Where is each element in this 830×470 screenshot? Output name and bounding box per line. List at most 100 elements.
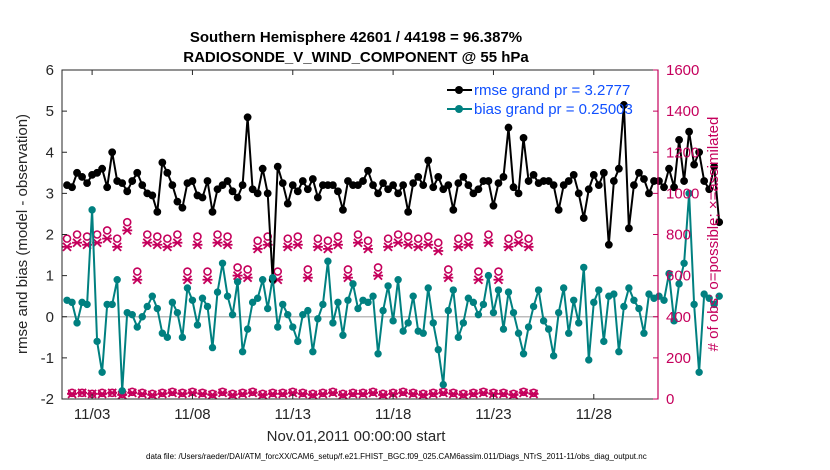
possible-point — [469, 388, 478, 398]
rmse-point — [434, 173, 443, 181]
bias-point — [198, 294, 207, 302]
bias-point — [113, 276, 121, 284]
assimilated-point — [182, 275, 193, 285]
assimilated-point — [87, 389, 98, 399]
assimilated-point — [413, 242, 424, 252]
possible-point — [142, 230, 152, 239]
bias-point — [419, 329, 427, 337]
possible-point — [223, 232, 232, 241]
rmse-point — [559, 181, 568, 190]
x-tick-label: 11/28 — [576, 406, 612, 423]
possible-point — [474, 267, 483, 276]
bias-point — [404, 319, 412, 327]
possible-point — [308, 389, 318, 399]
possible-point — [137, 388, 147, 398]
rmse-point — [519, 133, 528, 142]
possible-point — [183, 267, 192, 276]
rmse-point — [98, 164, 107, 173]
bias-point — [615, 348, 623, 356]
bias-point — [73, 319, 81, 327]
assimilated-point — [528, 389, 539, 399]
possible-point — [258, 389, 267, 399]
rmse-point — [158, 158, 167, 167]
possible-point — [504, 234, 513, 243]
rmse-point — [589, 170, 598, 179]
assimilated-point — [523, 242, 534, 252]
y-tick-label-left: 2 — [46, 227, 54, 244]
rmse-point — [389, 181, 398, 190]
bias-point — [590, 298, 598, 307]
bias-point — [248, 298, 257, 307]
possible-point — [283, 234, 293, 243]
assimilated-point — [157, 389, 168, 399]
assimilated-point — [247, 388, 258, 398]
assimilated-point — [378, 390, 389, 400]
assimilated-point — [317, 389, 328, 399]
rmse-point — [554, 205, 563, 214]
x-axis-label: Nov.01,2011 00:00:00 start — [267, 428, 447, 445]
bias-point — [459, 319, 468, 327]
bias-point — [665, 269, 673, 278]
bias-point — [304, 306, 312, 315]
rmse-point — [494, 179, 503, 187]
possible-point — [313, 234, 323, 243]
assimilated-point — [287, 388, 298, 398]
bias-point — [700, 290, 708, 298]
rmse-point — [509, 183, 518, 192]
rmse-point — [715, 218, 724, 227]
rmse-point — [248, 185, 257, 194]
bias-point — [544, 325, 553, 333]
assimilated-point — [172, 238, 183, 248]
rmse-point — [288, 181, 297, 190]
bias-point — [690, 300, 698, 309]
rmse-point — [544, 177, 553, 185]
bias-point — [439, 380, 447, 389]
bias-point — [339, 331, 347, 339]
assimilated-point — [142, 238, 153, 248]
possible-point — [203, 267, 212, 276]
rmse-point — [218, 181, 227, 190]
possible-point — [348, 388, 358, 398]
assimilated-point — [232, 270, 243, 281]
y-tick-label-right: 1600 — [666, 62, 699, 79]
rmse-point — [83, 179, 91, 187]
rmse-point — [474, 185, 483, 194]
bias-point — [354, 304, 362, 313]
bias-point — [549, 352, 558, 360]
bias-point — [640, 329, 648, 337]
rmse-point — [384, 185, 392, 194]
bias-point — [479, 300, 488, 309]
rmse-point — [359, 177, 367, 185]
assimilated-point — [292, 240, 303, 250]
footer-data-file: data file: /Users/raeder/DAI/ATM_forcXX/… — [146, 452, 647, 461]
chart-subtitle: RADIOSONDE_V_WIND_COMPONENT @ 55 hPa — [183, 49, 529, 66]
possible-point — [72, 230, 82, 239]
bias-point — [168, 298, 177, 307]
assimilated-point — [463, 240, 474, 250]
rmse-point — [379, 179, 387, 187]
bias-point — [504, 288, 513, 296]
x-tick-label: 11/13 — [275, 406, 311, 423]
bias-point — [163, 333, 172, 342]
assimilated-point — [393, 238, 404, 248]
rmse-point — [374, 189, 382, 198]
bias-point — [228, 310, 237, 319]
bias-point — [635, 304, 643, 313]
possible-point — [67, 388, 77, 398]
bias-point — [449, 286, 458, 294]
bias-point — [710, 300, 718, 309]
bias-point — [238, 348, 247, 356]
rmse-point — [394, 189, 403, 198]
possible-point — [413, 234, 423, 243]
rmse-point — [233, 193, 242, 202]
possible-point — [484, 230, 493, 239]
possible-point — [318, 388, 328, 398]
rmse-point — [464, 181, 473, 190]
y-tick-label-right: 1400 — [666, 103, 699, 120]
bias-point — [565, 329, 573, 337]
rmse-point — [118, 179, 127, 187]
possible-point — [323, 236, 333, 245]
rmse-point — [108, 148, 117, 157]
assimilated-point — [368, 388, 379, 398]
rmse-point — [208, 207, 217, 216]
